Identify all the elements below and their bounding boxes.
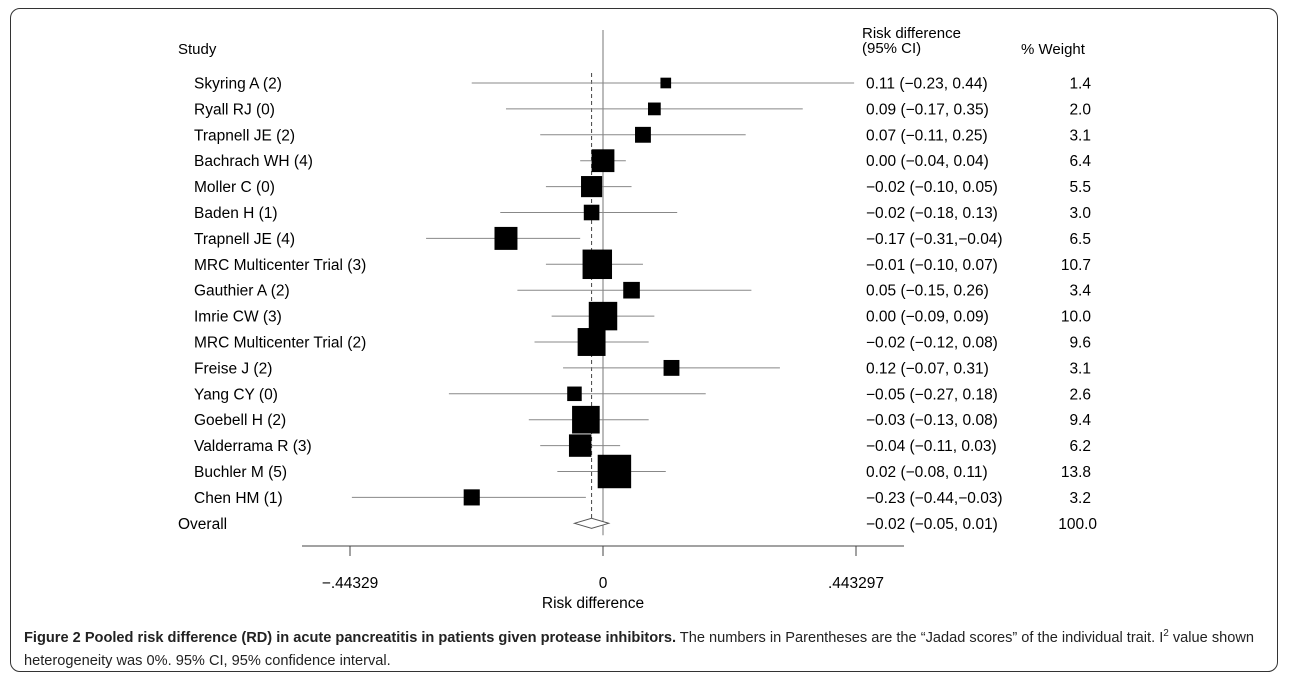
study-label: Imrie CW (3) bbox=[194, 309, 282, 326]
study-label: Moller C (0) bbox=[194, 179, 275, 196]
header-study: Study bbox=[178, 41, 217, 58]
caption-text-1: The numbers in Parentheses are the “Jada… bbox=[676, 629, 1164, 646]
weight-square bbox=[623, 281, 640, 299]
study-label: Ryall RJ (0) bbox=[194, 101, 275, 118]
weight-text: 1.4 bbox=[1069, 76, 1091, 93]
study-label: Freise J (2) bbox=[194, 360, 272, 377]
ci-text: 0.05 (−0.15, 0.26) bbox=[866, 283, 989, 300]
figure-frame bbox=[10, 8, 1278, 672]
forest-marks: Skyring A (2) 0.11 (−0.23, 0.44) 1.4 Ryall … bbox=[178, 30, 1097, 536]
ci-text: −0.02 (−0.18, 0.13) bbox=[866, 205, 998, 222]
overall-label: Overall bbox=[178, 516, 227, 533]
weight-text: 2.6 bbox=[1069, 386, 1091, 403]
ci-text: 0.00 (−0.09, 0.09) bbox=[866, 309, 989, 326]
weight-square bbox=[588, 301, 618, 331]
ci-text: −0.03 (−0.13, 0.08) bbox=[866, 412, 998, 429]
study-label: Chen HM (1) bbox=[194, 490, 283, 507]
study-label: Valderrama R (3) bbox=[194, 438, 312, 455]
figure-caption: Figure 2 Pooled risk difference (RD) in … bbox=[24, 622, 1269, 673]
study-label: Gauthier A (2) bbox=[194, 283, 290, 300]
weight-square bbox=[494, 226, 518, 250]
ci-text: 0.02 (−0.08, 0.11) bbox=[866, 464, 988, 481]
weight-text: 3.2 bbox=[1069, 490, 1091, 507]
weight-text: 3.0 bbox=[1069, 205, 1091, 222]
weight-text: 13.8 bbox=[1061, 464, 1091, 481]
study-label: Baden H (1) bbox=[194, 205, 278, 222]
ci-text: −0.04 (−0.11, 0.03) bbox=[866, 438, 997, 455]
ci-text: −0.01 (−0.10, 0.07) bbox=[866, 257, 998, 274]
study-label: Trapnell JE (4) bbox=[194, 231, 295, 248]
caption-superscript: 2 bbox=[1163, 628, 1169, 639]
ci-text: −0.02 (−0.12, 0.08) bbox=[866, 335, 998, 352]
x-axis-label: Risk difference bbox=[542, 595, 644, 612]
header-rd-line1: Risk difference bbox=[862, 25, 961, 42]
weight-square bbox=[577, 328, 606, 356]
weight-square bbox=[660, 77, 672, 89]
weight-text: 2.0 bbox=[1069, 101, 1091, 118]
weight-square bbox=[635, 126, 651, 143]
weight-text: 3.1 bbox=[1069, 360, 1091, 377]
ci-text: −0.05 (−0.27, 0.18) bbox=[866, 386, 998, 403]
x-tick-label: −.44329 bbox=[322, 575, 378, 592]
weight-text: 6.5 bbox=[1069, 231, 1091, 248]
weight-text: 3.1 bbox=[1069, 127, 1091, 144]
study-label: Skyring A (2) bbox=[194, 76, 282, 93]
x-tick-label: 0 bbox=[599, 575, 608, 592]
study-label: Yang CY (0) bbox=[194, 386, 278, 403]
caption-text-2: value shown heterogeneity was 0%. 95% CI… bbox=[24, 629, 1255, 669]
ci-text: 0.07 (−0.11, 0.25) bbox=[866, 127, 988, 144]
x-tick-label: .443297 bbox=[828, 575, 884, 592]
weight-square bbox=[591, 149, 615, 173]
weight-square bbox=[663, 359, 680, 376]
ci-text: −0.23 (−0.44,−0.03) bbox=[866, 490, 1003, 507]
weight-square bbox=[581, 176, 603, 198]
x-axis-ticks: −.44329 0 .443297 bbox=[322, 546, 884, 592]
caption-figure-label: Figure 2 Pooled risk difference (RD) in … bbox=[24, 629, 676, 646]
weight-text: 6.4 bbox=[1069, 153, 1091, 170]
forest-plot: Study Risk difference (95% CI) % Weight … bbox=[178, 25, 1097, 612]
weight-square bbox=[583, 204, 600, 221]
ci-text: 0.00 (−0.04, 0.04) bbox=[866, 153, 989, 170]
overall-diamond bbox=[572, 517, 611, 529]
weight-text: 9.4 bbox=[1069, 412, 1091, 429]
study-label: MRC Multicenter Trial (3) bbox=[194, 257, 366, 274]
ci-text: 0.12 (−0.07, 0.31) bbox=[866, 360, 989, 377]
study-label: Trapnell JE (2) bbox=[194, 127, 295, 144]
header-rd-line2: (95% CI) bbox=[862, 40, 921, 57]
study-label: Goebell H (2) bbox=[194, 412, 286, 429]
study-label: Bachrach WH (4) bbox=[194, 153, 313, 170]
weight-square bbox=[597, 454, 632, 489]
weight-square bbox=[572, 405, 600, 434]
weight-text: 9.6 bbox=[1069, 335, 1091, 352]
weight-square bbox=[568, 434, 592, 457]
weight-text: 3.4 bbox=[1069, 283, 1091, 300]
weight-text: 5.5 bbox=[1069, 179, 1091, 196]
weight-square bbox=[463, 489, 480, 506]
ci-text: −0.02 (−0.10, 0.05) bbox=[866, 179, 998, 196]
weight-square bbox=[567, 386, 582, 402]
header-weight: % Weight bbox=[1021, 41, 1086, 58]
weight-text: 10.7 bbox=[1061, 257, 1091, 274]
overall-ci-text: −0.02 (−0.05, 0.01) bbox=[866, 516, 998, 533]
weight-square bbox=[582, 249, 613, 280]
ci-text: 0.11 (−0.23, 0.44) bbox=[866, 76, 988, 93]
overall-weight-text: 100.0 bbox=[1058, 516, 1097, 533]
study-label: Buchler M (5) bbox=[194, 464, 287, 481]
ci-text: −0.17 (−0.31,−0.04) bbox=[866, 231, 1003, 248]
weight-text: 6.2 bbox=[1069, 438, 1091, 455]
weight-text: 10.0 bbox=[1061, 309, 1092, 326]
study-label: MRC Multicenter Trial (2) bbox=[194, 335, 366, 352]
ci-text: 0.09 (−0.17, 0.35) bbox=[866, 101, 989, 118]
weight-square bbox=[647, 102, 661, 116]
